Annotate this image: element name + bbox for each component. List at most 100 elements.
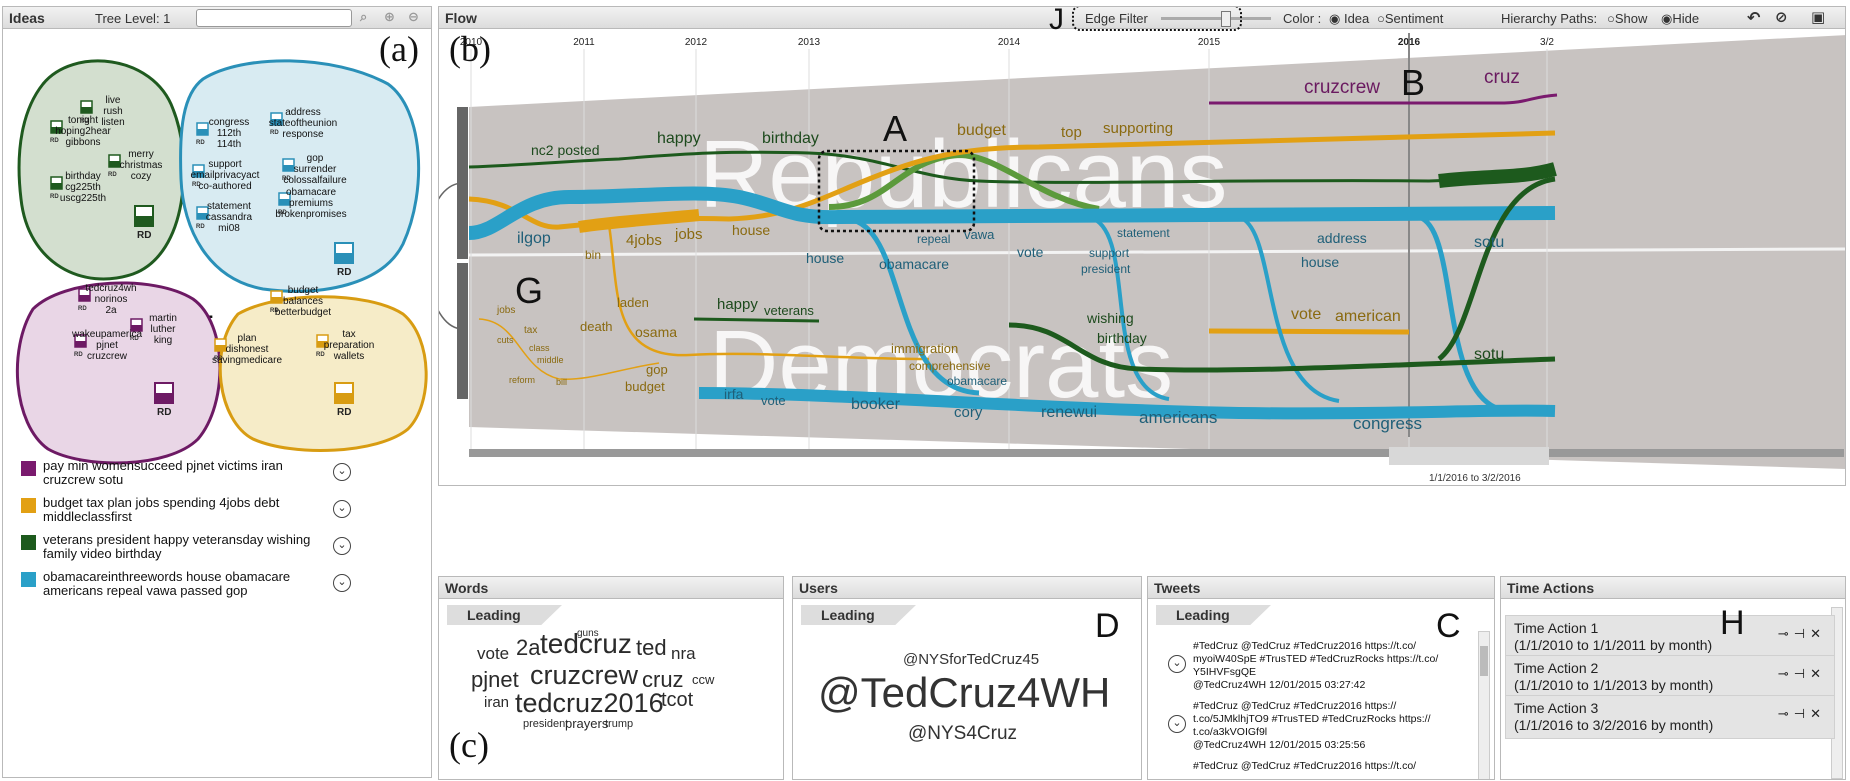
stream-happy-birthday[interactable] [468, 150, 1555, 184]
word-cloud-term[interactable]: nra [671, 644, 696, 663]
save-icon[interactable]: ▣ [1811, 9, 1826, 26]
user-top[interactable]: @TedCruz4WH [818, 669, 1111, 716]
word-cloud-term[interactable]: pjnet [471, 667, 519, 692]
word-cloud-term[interactable]: tcot [661, 689, 694, 711]
tweets-scroll-thumb[interactable] [1480, 646, 1488, 676]
stream-budget[interactable] [468, 130, 1556, 230]
year-label: 2013 [798, 37, 821, 48]
word-cloud-term[interactable]: trump [605, 718, 634, 730]
zoom-fit-icon[interactable]: ⌕ [360, 9, 368, 24]
time-action-item[interactable]: Time Action 2 (1/1/2010 to 1/1/2013 by mo… [1505, 655, 1835, 699]
stream-happy-thick[interactable] [1438, 162, 1557, 188]
word-cloud-term[interactable]: vote [477, 644, 510, 663]
locate-icon[interactable]: ⊸ [1777, 706, 1794, 721]
cluster-cruzcrew[interactable] [15, 281, 222, 465]
time-action-controls[interactable]: ⊸⊣✕ [1778, 665, 1826, 682]
time-action-item[interactable]: Time Action 3 (1/1/2016 to 3/2/2016 by mo… [1505, 695, 1835, 739]
pin-icon[interactable]: ⊣ [1793, 626, 1811, 641]
stream-obamacare-top[interactable] [468, 186, 1556, 240]
word-cloud-term[interactable]: ccw [692, 672, 715, 687]
locate-icon[interactable]: ⊸ [1777, 666, 1794, 681]
time-action-item[interactable]: Time Action 1 (1/1/2010 to 1/1/2011 by mo… [1505, 615, 1835, 659]
hide-icon[interactable]: ⊘ [1775, 9, 1788, 26]
stream-wishing-birthday[interactable] [1008, 322, 1556, 373]
color-radio-idea[interactable]: ◉ Idea [1329, 11, 1370, 26]
zoom-out-icon[interactable]: ⊖ [408, 9, 419, 24]
word-cloud-term[interactable]: cruz [642, 667, 684, 692]
words-header: Words [439, 577, 783, 599]
time-scrubber[interactable] [469, 449, 1844, 457]
time-action-controls[interactable]: ⊸⊣✕ [1778, 705, 1826, 722]
stream-cross-2[interactable] [1088, 215, 1170, 401]
chevron-down-icon[interactable]: ⌄ [1168, 655, 1186, 673]
chevron-down-icon[interactable]: ⌄ [333, 500, 351, 518]
stream-g-small[interactable] [478, 318, 660, 380]
users-leading-tab[interactable]: Leading [801, 605, 916, 625]
word-cloud-term[interactable]: guns [577, 628, 599, 639]
stream-cross-4[interactable] [1417, 214, 1500, 412]
hierarchy-radio-show[interactable]: ○Show [1607, 11, 1648, 26]
words-panel: Words Leading guns vote 2a tedcruz ted nra pjn… [438, 576, 784, 780]
locate-icon[interactable]: ⊸ [1777, 626, 1794, 641]
stream-obamacare-bottom[interactable] [698, 387, 1556, 420]
word-cloud-term[interactable]: cruzcrew [530, 660, 639, 690]
hierarchy-radio-hide[interactable]: ◉Hide [1661, 11, 1700, 26]
time-selection[interactable] [1389, 447, 1549, 465]
topic-label-vote2: vote [761, 393, 786, 408]
tweet-item[interactable]: #TedCruz @TedCruz #TedCruz2016 https://t… [1193, 640, 1493, 692]
cluster-budget[interactable] [218, 295, 428, 452]
word-cloud-term[interactable]: tedcruz [540, 628, 632, 659]
stream-cross-3[interactable] [1238, 215, 1340, 403]
cluster-rd-label: RD [137, 230, 151, 241]
word-cloud-term[interactable]: tedcruz2016 [515, 688, 664, 718]
topic-label-happy2: happy [717, 296, 758, 313]
word-cloud-term[interactable]: prayers [565, 716, 609, 731]
stream-sotu[interactable] [1437, 176, 1556, 361]
time-action-title: Time Action 3 [1514, 700, 1599, 716]
word-cloud-term[interactable]: ted [636, 635, 667, 660]
word-cloud-term[interactable]: president [523, 718, 569, 730]
stream-jobs-down[interactable] [607, 224, 930, 361]
stream-veterans[interactable] [693, 317, 820, 323]
flow-canvas[interactable]: Republicans Democrats 2010 20 [439, 29, 1846, 486]
chevron-down-icon[interactable]: ⌄ [333, 574, 351, 592]
stream-vote-american[interactable] [1208, 328, 1410, 335]
chevron-down-icon[interactable]: ⌄ [333, 463, 351, 481]
ideas-search-input[interactable] [196, 9, 352, 27]
chevron-down-icon[interactable]: ⌄ [1168, 715, 1186, 733]
cluster-obamacare[interactable] [179, 59, 421, 293]
idea-node-rd: RD [196, 224, 205, 230]
color-radio-sentiment[interactable]: ○Sentiment [1377, 11, 1444, 26]
close-icon[interactable]: ✕ [1810, 706, 1826, 721]
close-icon[interactable]: ✕ [1810, 666, 1826, 681]
legend-item[interactable]: veterans president happy veteransday wis… [21, 533, 425, 567]
close-icon[interactable]: ✕ [1810, 626, 1826, 641]
word-cloud-term[interactable]: iran [484, 694, 510, 711]
tweet-item[interactable]: #TedCruz @TedCruz #TedCruz2016 https://t… [1193, 700, 1493, 752]
annot-h: H [1720, 604, 1745, 642]
zoom-in-icon[interactable]: ⊕ [384, 9, 395, 24]
stream-4jobs[interactable] [578, 209, 700, 233]
legend-label: budget tax plan jobs spending 4jobs debt… [43, 495, 280, 524]
undo-icon[interactable]: ↶ [1747, 10, 1761, 27]
word-cloud-term[interactable]: 2a [516, 635, 541, 660]
user-small-1[interactable]: @NYSforTedCruz45 [903, 651, 1040, 668]
pin-icon[interactable]: ⊣ [1793, 666, 1811, 681]
edge-filter-slider[interactable] [1161, 11, 1271, 27]
chevron-down-icon[interactable]: ⌄ [333, 537, 351, 555]
pin-icon[interactable]: ⊣ [1793, 706, 1811, 721]
edge-filter-thumb[interactable] [1221, 11, 1231, 27]
time-action-controls[interactable]: ⊸⊣✕ [1778, 625, 1826, 642]
legend-item[interactable]: obamacareinthreewords house obamacare am… [21, 570, 425, 604]
branch-democrats[interactable] [457, 263, 468, 399]
tweets-scrollbar[interactable] [1478, 631, 1490, 779]
words-leading-tab[interactable]: Leading [447, 605, 562, 625]
tweet-item[interactable]: #TedCruz @TedCruz #TedCruz2016 https://t… [1193, 760, 1493, 773]
tweets-leading-tab[interactable]: Leading [1156, 605, 1271, 625]
idea-node-label: cassandra [206, 212, 253, 223]
stream-cruz[interactable] [1209, 93, 1558, 105]
user-small-2[interactable]: @NYS4Cruz [908, 723, 1018, 744]
legend-item[interactable]: pay min womensucceed pjnet victims iran … [21, 459, 425, 493]
topic-label-obamacare: obamacare [879, 256, 949, 272]
legend-item[interactable]: budget tax plan jobs spending 4jobs debt… [21, 496, 425, 530]
